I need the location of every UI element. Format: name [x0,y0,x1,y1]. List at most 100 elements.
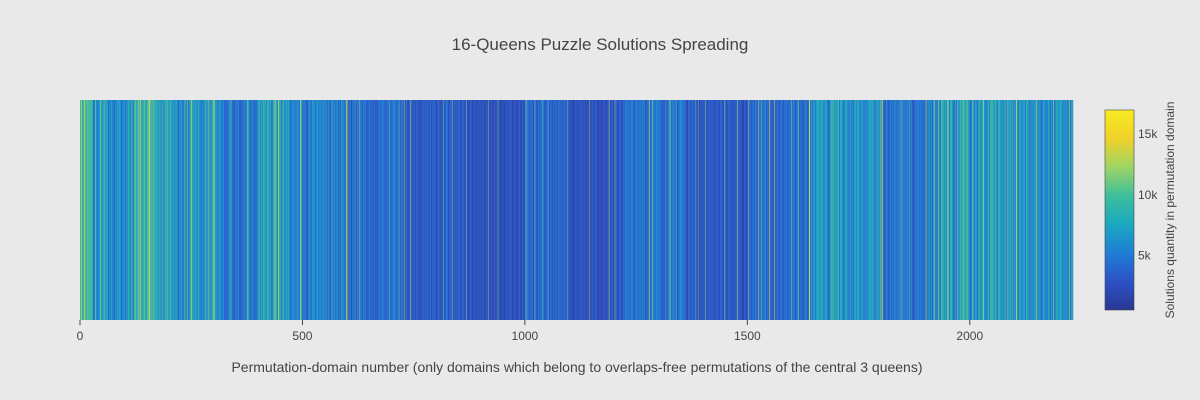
heatmap-cell [1051,100,1052,320]
heatmap-cell [344,100,345,320]
heatmap-cell [310,100,311,320]
heatmap-cell [951,100,953,320]
heatmap-cell [1064,100,1066,320]
heatmap-cell [196,100,197,320]
heatmap-cell [578,100,580,320]
heatmap-cell [117,100,119,320]
heatmap-cell [366,100,368,320]
heatmap-cell [717,100,719,320]
heatmap-cell [673,100,674,320]
heatmap-cell [172,100,173,320]
heatmap-cell [1045,100,1047,320]
heatmap-cell [1002,100,1004,320]
heatmap-cell [851,100,853,320]
heatmap-cell [242,100,244,320]
heatmap-cell [845,100,846,320]
heatmap-cell [866,100,867,320]
heatmap-cell [855,100,857,320]
heatmap-cell [431,100,432,320]
heatmap-cell [675,100,676,320]
heatmap-cell [210,100,212,320]
heatmap-cell [861,100,863,320]
heatmap-cell [333,100,335,320]
heatmap-cell [255,100,257,320]
heatmap-cell [664,100,665,320]
heatmap-cell [214,100,216,320]
heatmap-cell [273,100,274,320]
heatmap-cell [183,100,185,320]
heatmap-cell [252,100,254,320]
heatmap-cell [767,100,769,320]
heatmap-cell [224,100,226,320]
heatmap-cell [819,100,821,320]
heatmap-cell [361,100,363,320]
heatmap-cell [324,100,325,320]
heatmap-cell [590,100,592,320]
heatmap-cell [517,100,519,320]
heatmap-cell [173,100,175,320]
heatmap-cell [445,100,446,320]
heatmap-cell [443,100,445,320]
heatmap-cell [140,100,142,320]
heatmap-cell [448,100,450,320]
heatmap-cell [508,100,510,320]
heatmap-cell [615,100,616,320]
heatmap-cell [694,100,696,320]
heatmap-cell [667,100,668,320]
heatmap-cell [525,100,527,320]
heatmap-cell [190,100,192,320]
heatmap-cell [739,100,741,320]
heatmap-cell [942,100,943,320]
heatmap-cell [484,100,486,320]
heatmap-cell [1030,100,1031,320]
heatmap-cell [546,100,548,320]
heatmap-cell [600,100,602,320]
heatmap-cell [147,100,148,320]
heatmap-cell [391,100,393,320]
heatmap-cell [951,100,953,320]
heatmap-cell [202,100,204,320]
heatmap-cell [452,100,454,320]
heatmap-cell [198,100,200,320]
heatmap-cell [162,100,163,320]
heatmap-cell [840,100,842,320]
heatmap-cell [938,100,939,320]
heatmap-cell [899,100,900,320]
heatmap-cell [768,100,770,320]
heatmap-cell [885,100,886,320]
heatmap-cell [1004,100,1005,320]
heatmap-cell [680,100,681,320]
heatmap-cell [443,100,444,320]
heatmap-cell [963,100,964,320]
heatmap-cell [811,100,813,320]
heatmap-cell [108,100,110,320]
x-tick-label: 1000 [512,329,539,343]
heatmap-cell [891,100,892,320]
heatmap-cell [270,100,272,320]
heatmap-cell [989,100,991,320]
heatmap-cell [320,100,322,320]
heatmap-cell [616,100,617,320]
heatmap-cell [1018,100,1020,320]
heatmap-cell [1004,100,1006,320]
heatmap-cell [559,100,561,320]
heatmap-cell [483,100,484,320]
heatmap-cell [868,100,870,320]
heatmap-cell [148,100,149,320]
heatmap-cell [746,100,747,320]
heatmap-cell [108,100,109,320]
heatmap-cell [159,100,160,320]
x-axis-label: Permutation-domain number (only domains … [231,359,922,375]
heatmap-cell [384,100,386,320]
heatmap-cell [233,100,235,320]
heatmap-cell [1020,100,1022,320]
heatmap-cell [122,100,124,320]
heatmap-cell [314,100,316,320]
heatmap-cell [576,100,578,320]
heatmap-cell [750,100,751,320]
heatmap-cell [913,100,915,320]
heatmap-cell [281,100,282,320]
heatmap-cell [704,100,706,320]
heatmap-cell [945,100,947,320]
heatmap-cell [888,100,890,320]
